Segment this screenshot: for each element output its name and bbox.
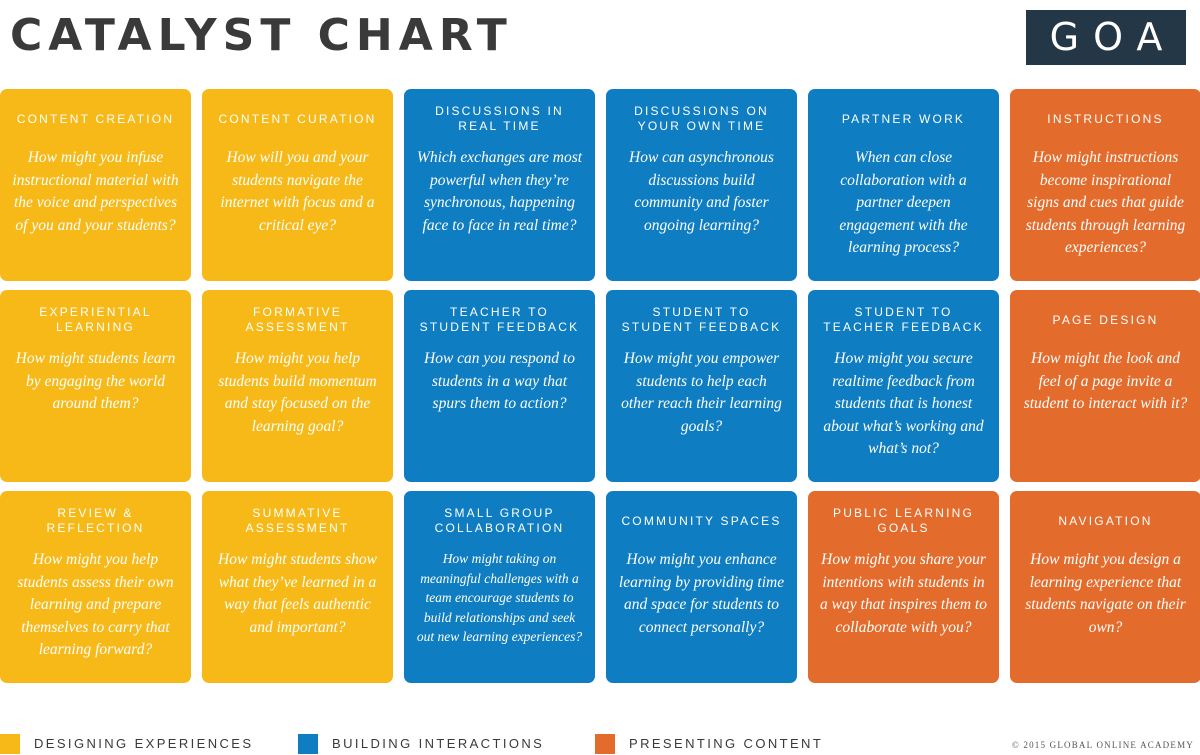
card-title: STUDENT TO TEACHER FEEDBACK [823, 305, 984, 334]
card-title: EXPERIENTIAL LEARNING [39, 305, 152, 334]
card-title: DISCUSSIONS IN REAL TIME [435, 104, 564, 133]
card-title: PUBLIC LEARNING GOALS [832, 506, 975, 535]
card-title: PARTNER WORK [841, 111, 966, 126]
legend: DESIGNING EXPERIENCES BUILDING INTERACTI… [0, 734, 1200, 755]
card-title: CONTENT CURATION [218, 111, 377, 126]
legend-label: BUILDING INTERACTIONS [332, 736, 545, 751]
card-public-learning-goals: PUBLIC LEARNING GOALS How might you shar… [808, 491, 999, 683]
card-review-reflection: REVIEW & REFLECTION How might you help s… [0, 491, 191, 683]
catalyst-grid: CONTENT CREATION How might you infuse in… [0, 89, 1200, 683]
card-discussions-own-time: DISCUSSIONS ON YOUR OWN TIME How can asy… [606, 89, 797, 281]
card-question: How might students show what they’ve lea… [218, 551, 377, 636]
card-title: COMMUNITY SPACES [621, 513, 782, 528]
card-question: How might you design a learning experien… [1025, 551, 1186, 636]
card-question: Which exchanges are most powerful when t… [416, 149, 583, 234]
card-small-group-collaboration: SMALL GROUP COLLABORATION How might taki… [404, 491, 595, 683]
card-question: How might you help students assess their… [17, 551, 174, 658]
card-title: SMALL GROUP COLLABORATION [434, 506, 565, 535]
card-title: DISCUSSIONS ON YOUR OWN TIME [634, 104, 769, 133]
legend-swatch-orange [595, 734, 615, 754]
card-title: CONTENT CREATION [16, 111, 175, 126]
card-question: How will you and your students navigate … [220, 149, 375, 234]
card-discussions-real-time: DISCUSSIONS IN REAL TIME Which exchanges… [404, 89, 595, 281]
card-question: How might instructions become inspiratio… [1025, 149, 1186, 256]
card-question: How might you enhance learning by provid… [618, 551, 785, 636]
card-experiential-learning: EXPERIENTIAL LEARNING How might students… [0, 290, 191, 482]
legend-label: PRESENTING CONTENT [629, 736, 824, 751]
card-title: PAGE DESIGN [1052, 312, 1159, 327]
card-title: FORMATIVE ASSESSMENT [245, 305, 350, 334]
card-student-to-student-feedback: STUDENT TO STUDENT FEEDBACK How might yo… [606, 290, 797, 482]
legend-swatch-yellow [0, 734, 20, 754]
logo-text: GOA [1049, 15, 1177, 59]
card-title: TEACHER TO STUDENT FEEDBACK [419, 305, 580, 334]
card-question: How might you secure realtime feedback f… [823, 350, 984, 457]
card-navigation: NAVIGATION How might you design a learni… [1010, 491, 1200, 683]
card-summative-assessment: SUMMATIVE ASSESSMENT How might students … [202, 491, 393, 683]
card-question: How might you empower students to help e… [621, 350, 782, 435]
page-title: CATALYST CHART [10, 10, 513, 61]
card-page-design: PAGE DESIGN How might the look and feel … [1010, 290, 1200, 482]
card-question: How might you help students build moment… [218, 350, 377, 435]
card-title: INSTRUCTIONS [1047, 111, 1164, 126]
card-student-to-teacher-feedback: STUDENT TO TEACHER FEEDBACK How might yo… [808, 290, 999, 482]
card-title: NAVIGATION [1058, 513, 1153, 528]
card-community-spaces: COMMUNITY SPACES How might you enhance l… [606, 491, 797, 683]
legend-item-building: BUILDING INTERACTIONS [298, 734, 544, 754]
legend-item-designing: DESIGNING EXPERIENCES [0, 734, 253, 754]
legend-swatch-blue [298, 734, 318, 754]
card-teacher-to-student-feedback: TEACHER TO STUDENT FEEDBACK How can you … [404, 290, 595, 482]
goa-logo: GOA [1026, 10, 1186, 65]
card-question: How might students learn by engaging the… [15, 350, 176, 412]
card-title: REVIEW & REFLECTION [46, 506, 145, 535]
legend-label: DESIGNING EXPERIENCES [34, 736, 254, 751]
card-title: SUMMATIVE ASSESSMENT [245, 506, 350, 535]
card-instructions: INSTRUCTIONS How might instructions beco… [1010, 89, 1200, 281]
card-content-curation: CONTENT CURATION How will you and your s… [202, 89, 393, 281]
card-question: How might taking on meaningful challenge… [416, 551, 583, 644]
card-title: STUDENT TO STUDENT FEEDBACK [621, 305, 782, 334]
card-formative-assessment: FORMATIVE ASSESSMENT How might you help … [202, 290, 393, 482]
card-question: How might you share your intentions with… [820, 551, 987, 636]
card-question: When can close collaboration with a part… [839, 149, 968, 256]
card-partner-work: PARTNER WORK When can close collaboratio… [808, 89, 999, 281]
card-question: How might the look and feel of a page in… [1023, 350, 1188, 412]
card-question: How can asynchronous discussions build c… [629, 149, 774, 234]
card-question: How might you infuse instructional mater… [12, 149, 179, 234]
card-question: How can you respond to students in a way… [424, 350, 575, 412]
copyright-text: © 2015 GLOBAL ONLINE ACADEMY [1011, 740, 1194, 750]
card-content-creation: CONTENT CREATION How might you infuse in… [0, 89, 191, 281]
legend-item-presenting: PRESENTING CONTENT [595, 734, 823, 754]
